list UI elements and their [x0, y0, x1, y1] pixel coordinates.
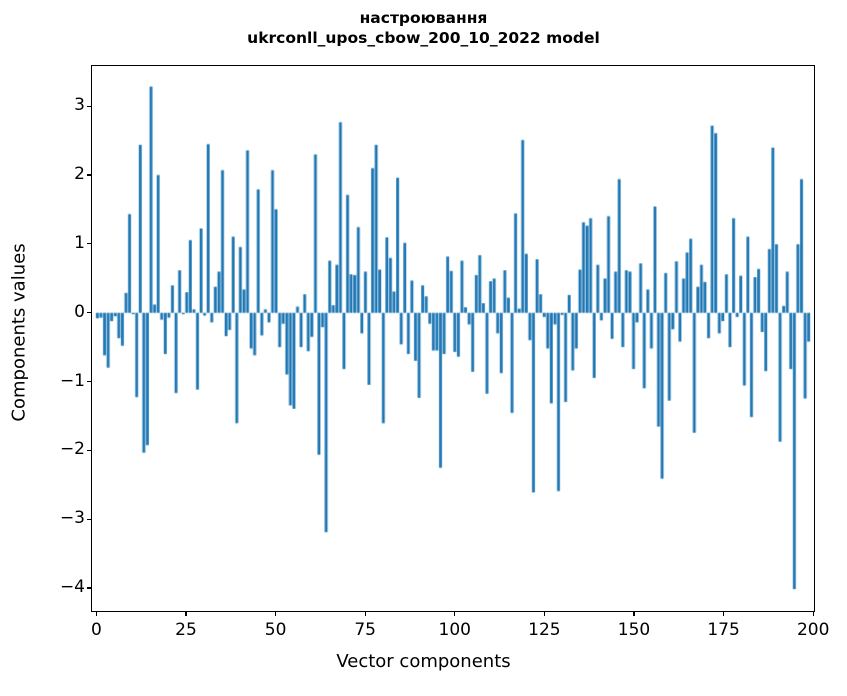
x-tick-mark	[274, 612, 277, 616]
x-tick-mark	[454, 612, 456, 616]
y-tick-mark	[87, 449, 91, 451]
x-tick-label: 25	[175, 620, 197, 640]
x-tick-mark	[543, 612, 545, 616]
y-tick-label: 1	[74, 232, 85, 253]
x-axis-label: Vector components	[336, 651, 511, 672]
y-tick-label: 2	[74, 164, 85, 185]
y-tick-mark	[87, 518, 91, 520]
y-tick-label: 3	[74, 95, 85, 116]
x-tick-label: 125	[528, 620, 561, 640]
bar-series-canvas	[92, 66, 814, 611]
chart-title-line-1: настроювання	[359, 9, 488, 27]
y-tick-mark	[87, 380, 91, 383]
x-tick-label: 200	[796, 620, 830, 640]
y-tick-mark	[87, 312, 91, 314]
x-tick-mark	[95, 612, 97, 616]
x-tick-mark	[812, 612, 814, 616]
y-tick-mark	[87, 105, 91, 107]
y-axis-label: Components values	[8, 243, 30, 422]
x-tick-label: 0	[90, 620, 102, 640]
x-tick-label: 100	[438, 620, 472, 640]
y-tick-mark	[87, 174, 91, 176]
y-tick-label: −2	[59, 439, 85, 460]
x-tick-mark	[633, 612, 635, 616]
y-tick-label: 0	[74, 301, 85, 322]
y-tick-label: −3	[59, 508, 85, 529]
chart-title-line-2: ukrconll_upos_cbow_200_10_2022 model	[247, 29, 600, 47]
x-tick-label: 50	[264, 620, 287, 640]
y-tick-label: −1	[59, 370, 85, 391]
x-tick-mark	[185, 612, 187, 616]
y-tick-mark	[87, 243, 91, 245]
x-tick-label: 75	[354, 620, 377, 640]
chart-title: настроювання ukrconll_upos_cbow_200_10_2…	[0, 8, 847, 48]
x-tick-mark	[364, 612, 366, 616]
x-tick-mark	[723, 612, 725, 616]
plot-axes	[91, 65, 815, 612]
x-tick-label: 175	[707, 620, 740, 640]
y-tick-mark	[87, 587, 91, 589]
y-tick-label: −4	[59, 576, 85, 597]
x-tick-label: 150	[617, 620, 651, 640]
